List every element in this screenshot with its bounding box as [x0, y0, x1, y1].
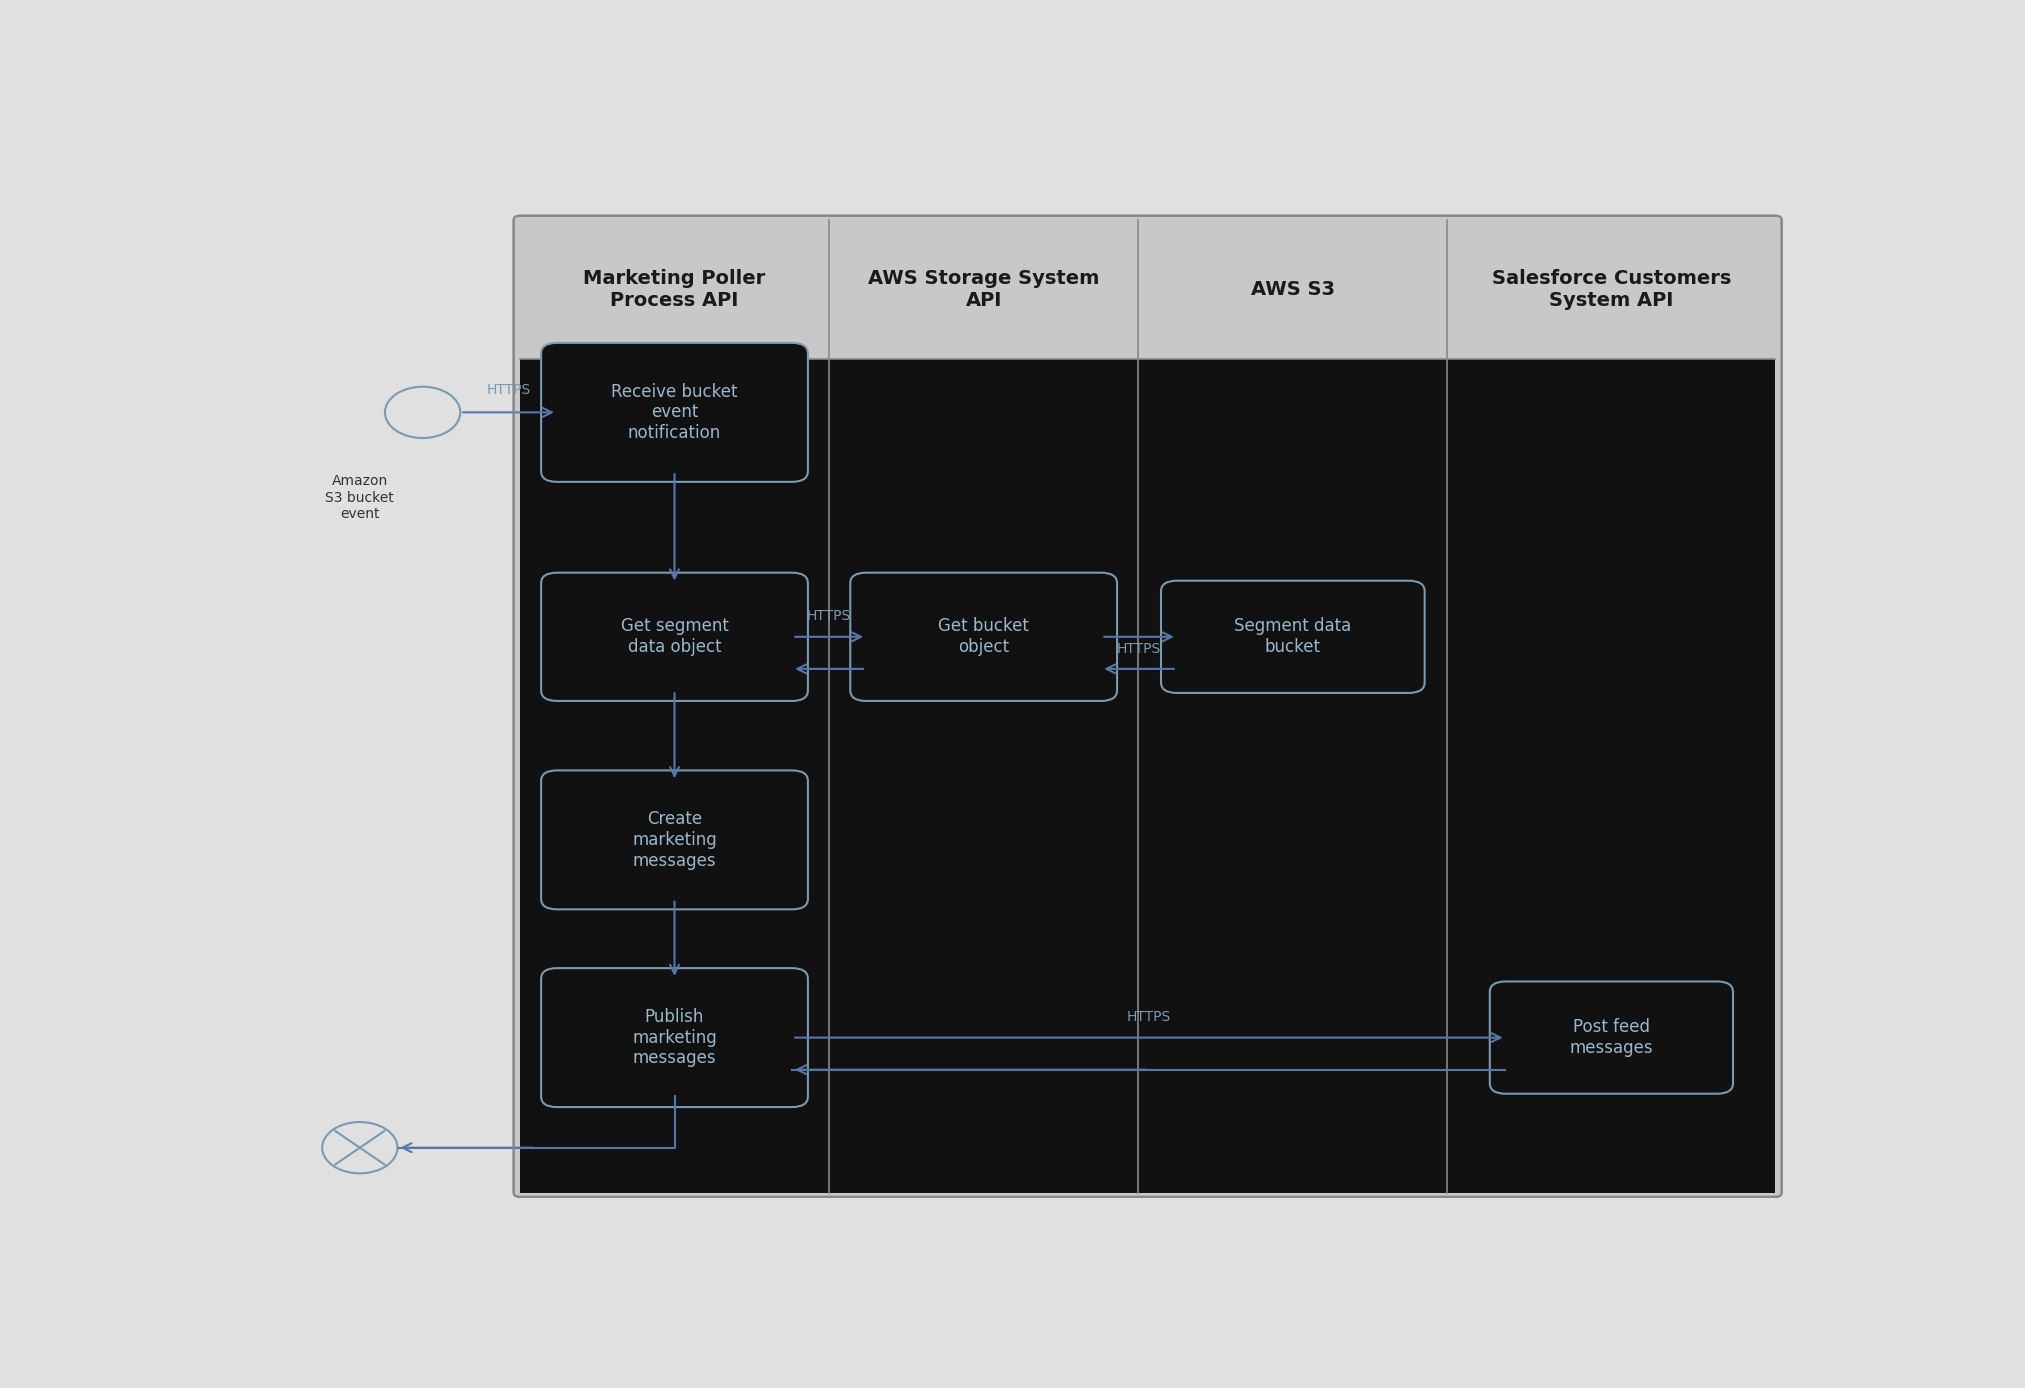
Bar: [1138, 359, 1448, 1192]
Text: Segment data
bucket: Segment data bucket: [1233, 618, 1351, 657]
Text: Receive bucket
event
notification: Receive bucket event notification: [612, 383, 737, 443]
Text: Salesforce Customers
System API: Salesforce Customers System API: [1492, 269, 1731, 310]
Text: HTTPS: HTTPS: [806, 609, 850, 623]
Text: Marketing Poller
Process API: Marketing Poller Process API: [583, 269, 765, 310]
Text: HTTPS: HTTPS: [1126, 1009, 1170, 1024]
Text: Create
marketing
messages: Create marketing messages: [632, 811, 717, 870]
Text: Publish
marketing
messages: Publish marketing messages: [632, 1008, 717, 1067]
FancyBboxPatch shape: [541, 343, 808, 482]
FancyBboxPatch shape: [1160, 580, 1426, 693]
FancyBboxPatch shape: [1490, 981, 1733, 1094]
Text: Amazon
S3 bucket
event: Amazon S3 bucket event: [326, 475, 395, 520]
Text: Get bucket
object: Get bucket object: [938, 618, 1029, 657]
Bar: [520, 359, 828, 1192]
Text: AWS S3: AWS S3: [1251, 280, 1334, 298]
FancyBboxPatch shape: [541, 969, 808, 1108]
Bar: [1448, 359, 1776, 1192]
Text: HTTPS: HTTPS: [486, 383, 531, 397]
Text: HTTPS: HTTPS: [1118, 643, 1160, 657]
FancyBboxPatch shape: [541, 573, 808, 701]
FancyBboxPatch shape: [850, 573, 1118, 701]
Text: AWS Storage System
API: AWS Storage System API: [869, 269, 1100, 310]
Text: Post feed
messages: Post feed messages: [1569, 1019, 1652, 1058]
FancyBboxPatch shape: [514, 215, 1782, 1196]
Text: Get segment
data object: Get segment data object: [620, 618, 729, 657]
Bar: [828, 359, 1138, 1192]
FancyBboxPatch shape: [541, 770, 808, 909]
